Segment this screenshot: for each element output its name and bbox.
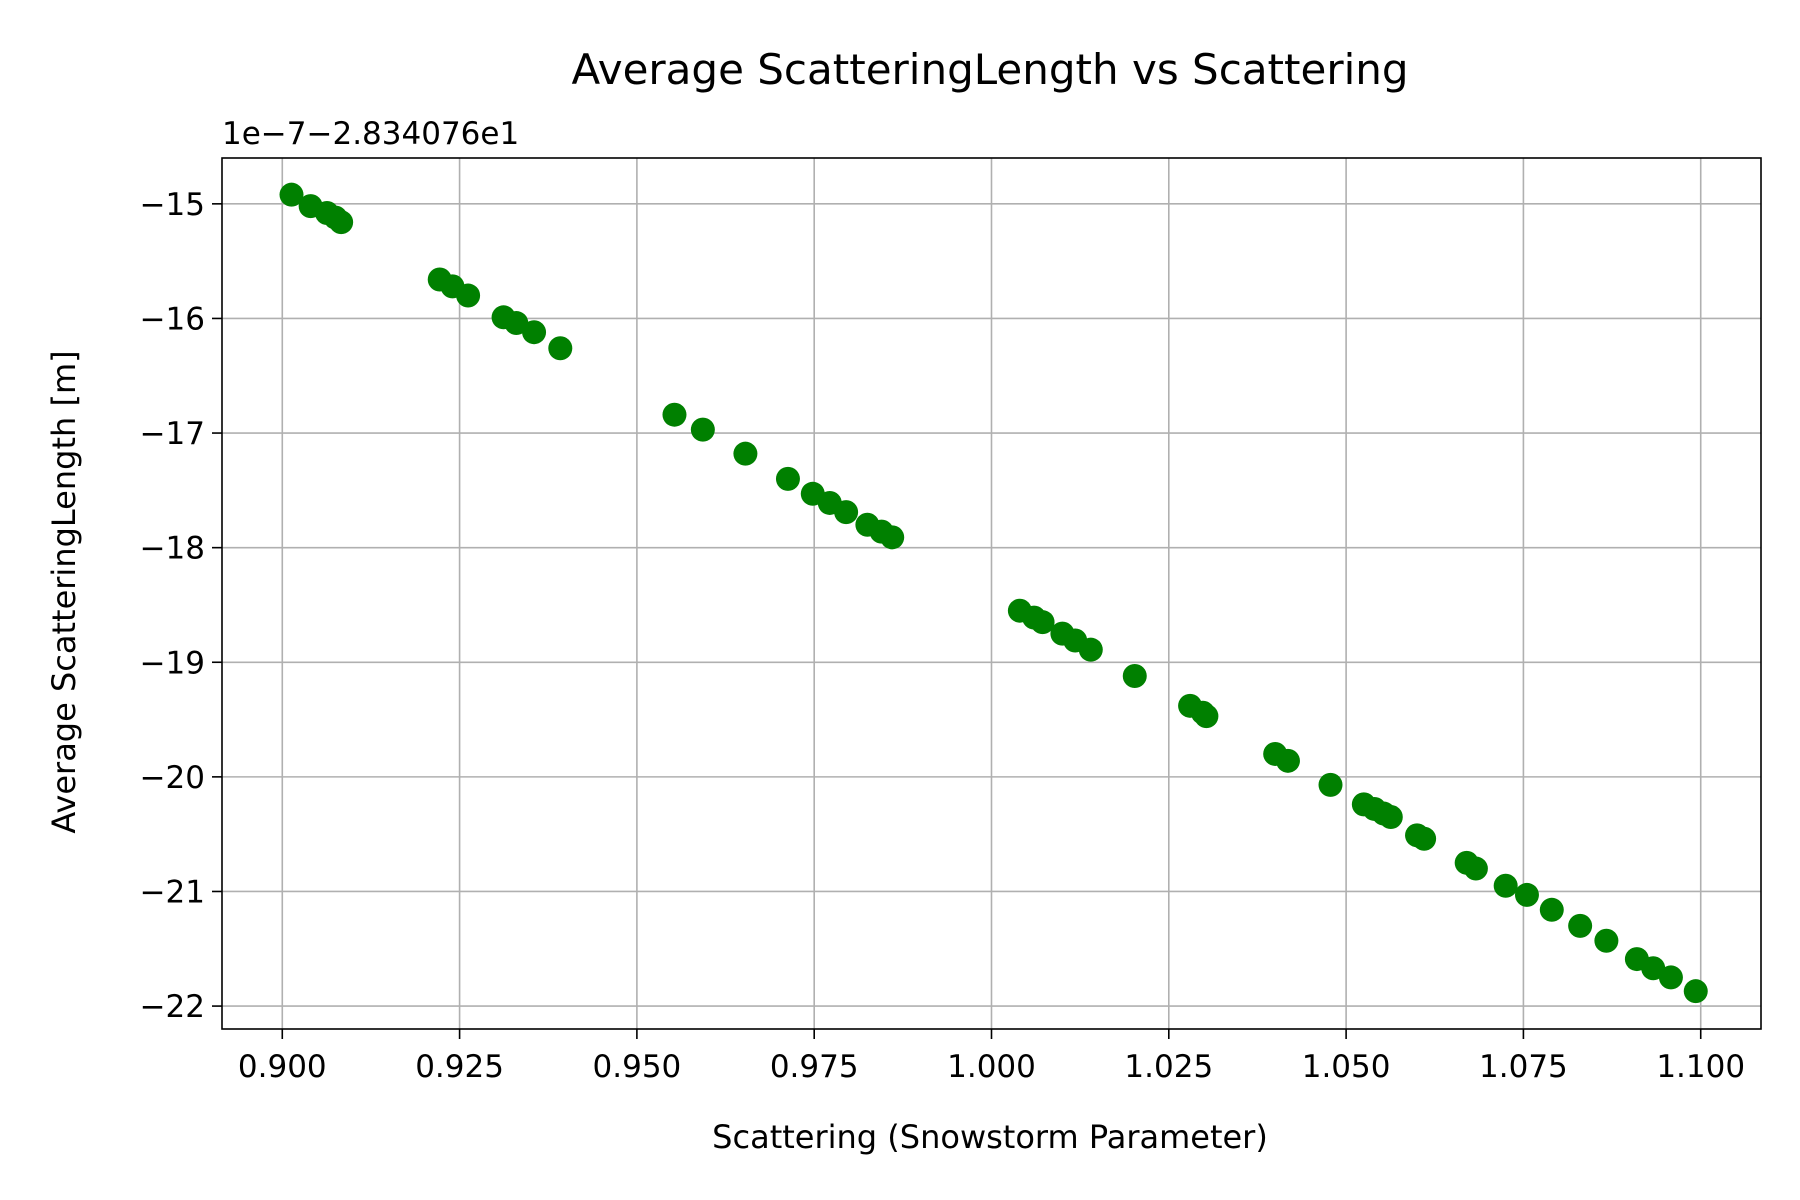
data-point xyxy=(834,500,859,525)
data-point xyxy=(1194,704,1219,729)
y-tick-label: −21 xyxy=(140,874,205,910)
data-points xyxy=(279,182,1708,1004)
y-tick-label: −16 xyxy=(140,301,205,337)
x-tick-label: 1.025 xyxy=(1124,1049,1213,1085)
data-point xyxy=(1318,772,1343,797)
y-tick-label: −18 xyxy=(140,531,205,567)
data-point xyxy=(1275,748,1300,773)
chart-title: Average ScatteringLength vs Scattering xyxy=(571,45,1408,94)
y-tick-label: −17 xyxy=(140,416,205,452)
data-point xyxy=(1539,897,1564,922)
y-axis-label: Average ScatteringLength [m] xyxy=(45,350,83,833)
data-point xyxy=(522,320,547,345)
data-point xyxy=(329,210,354,235)
x-tick-label: 0.925 xyxy=(415,1049,504,1085)
data-point xyxy=(1493,873,1518,898)
x-tick-label: 1.000 xyxy=(947,1049,1036,1085)
data-point xyxy=(880,525,905,550)
data-point xyxy=(1683,979,1708,1004)
y-axis-offset-label: 1e−7−2.834076e1 xyxy=(222,116,519,152)
data-point xyxy=(1568,913,1593,938)
data-point xyxy=(504,311,529,336)
data-point xyxy=(690,417,715,442)
data-point xyxy=(548,336,573,361)
data-point xyxy=(456,283,481,308)
data-point xyxy=(1412,826,1437,851)
grid-lines xyxy=(222,158,1761,1029)
data-point xyxy=(1378,804,1403,829)
y-tick-label: −19 xyxy=(140,645,205,681)
x-tick-label: 1.075 xyxy=(1479,1049,1568,1085)
x-axis-label: Scattering (Snowstorm Parameter) xyxy=(712,1118,1268,1156)
data-point xyxy=(733,441,758,466)
axis-tick-labels: 0.900 0.925 0.950 0.975 1.000 1.025 1.050 1.075… xyxy=(140,187,1746,1085)
y-tick-label: −20 xyxy=(140,760,205,796)
data-point xyxy=(1078,637,1103,662)
x-tick-label: 1.100 xyxy=(1656,1049,1745,1085)
x-tick-label: 0.950 xyxy=(593,1049,682,1085)
data-point xyxy=(1594,928,1619,953)
data-point xyxy=(1122,664,1147,689)
data-point xyxy=(1641,956,1666,981)
data-point xyxy=(1030,610,1055,635)
x-tick-label: 0.900 xyxy=(238,1049,327,1085)
data-point xyxy=(1463,856,1488,881)
x-tick-label: 1.050 xyxy=(1302,1049,1391,1085)
data-point xyxy=(279,182,304,207)
x-tick-label: 0.975 xyxy=(770,1049,859,1085)
y-tick-label: −22 xyxy=(140,989,205,1025)
axis-ticks xyxy=(212,203,1702,1039)
data-point xyxy=(1514,882,1539,907)
data-point xyxy=(1658,965,1683,990)
data-point xyxy=(775,466,800,491)
y-tick-label: −15 xyxy=(140,187,205,223)
data-point xyxy=(662,402,687,427)
